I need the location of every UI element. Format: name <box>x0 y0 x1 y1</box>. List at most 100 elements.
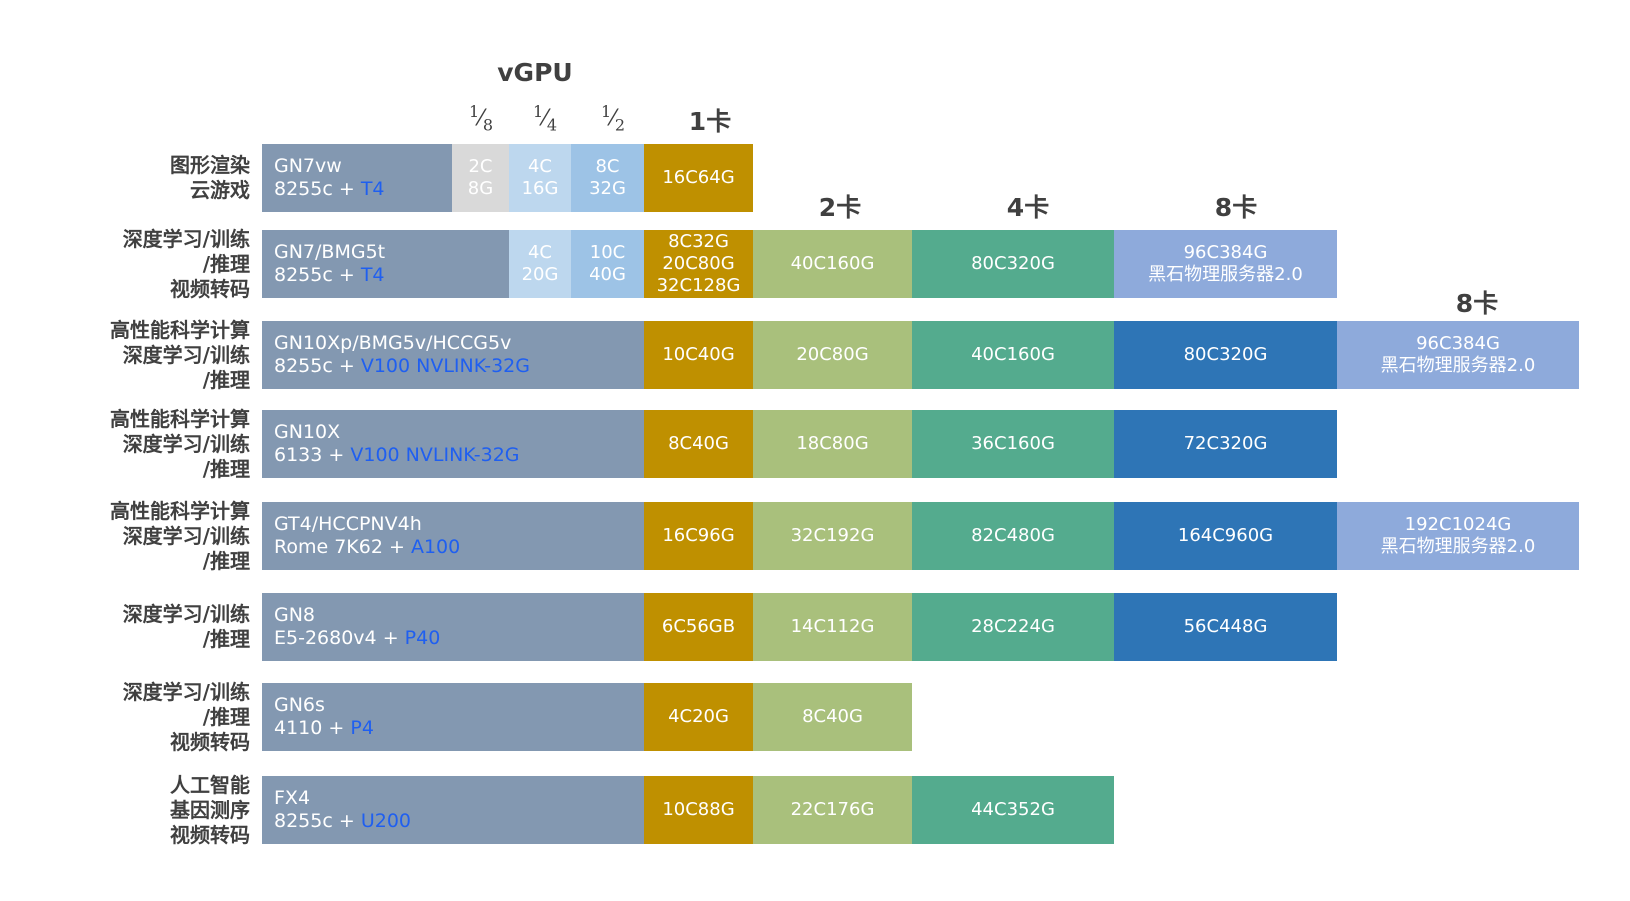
cell-value: 8C40G <box>668 433 729 454</box>
card2-header: 2卡 <box>818 193 862 222</box>
model-name: GN7vw <box>274 155 342 177</box>
plus-sign: + <box>338 264 355 286</box>
row-label-line: /推理 <box>202 627 250 651</box>
card2-cell: 14C112G <box>753 593 912 661</box>
fraction-1-4-num: 1 <box>532 102 544 121</box>
cell-value: 黑石物理服务器2.0 <box>1380 536 1536 557</box>
card8-cell: 164C960G <box>1114 502 1337 570</box>
card1-cell: 4C20G <box>644 683 753 751</box>
cpu-name: 8255c <box>274 178 333 200</box>
cell-value: 4C <box>527 242 553 263</box>
cpu-name: 8255c <box>274 264 333 286</box>
row-label-line: /推理 <box>202 367 250 392</box>
card2-cell: 18C80G <box>753 410 912 478</box>
gpu-name: V100 NVLINK-32G <box>360 355 530 377</box>
fraction-1-2-num: 1 <box>600 102 612 121</box>
card4-cell: 36C160G <box>912 410 1114 478</box>
cell-value: 96C384G <box>1416 333 1500 354</box>
row-label-line: 高性能科学计算 <box>110 317 250 342</box>
cell-value: 10C40G <box>662 344 735 365</box>
row-label-line: 深度学习/训练 <box>122 602 250 626</box>
cell-value: 164C960G <box>1177 525 1274 546</box>
row-label-line: 图形渲染 <box>170 153 250 177</box>
row-label-line: /推理 <box>202 548 250 573</box>
card2-cell: 20C80G <box>753 321 912 389</box>
card4-cell: 82C480G <box>912 502 1114 570</box>
card1-cell: 10C88G <box>644 776 753 844</box>
row-label-line: 人工智能 <box>170 772 250 797</box>
cell-value: 192C1024G <box>1404 514 1512 535</box>
model-cell: GN10Xp/BMG5v/HCCG5v 8255c + V100 NVLINK-3… <box>262 321 650 389</box>
vgpu-header: vGPU <box>497 58 573 87</box>
model-spec: Rome 7K62 + A100 <box>274 536 460 559</box>
row-label: 深度学习/训练/推理 <box>60 587 250 667</box>
cell-value: 96C384G <box>1183 242 1268 263</box>
card8-cell: 80C320G <box>1114 321 1337 389</box>
card1-cell: 8C40G <box>644 410 753 478</box>
cell-value: 20C80G <box>662 253 735 274</box>
cell-value: 32C192G <box>790 525 875 546</box>
row-label-line: 深度学习/训练 <box>122 226 250 251</box>
plus-sign: + <box>328 717 345 739</box>
row-label: 高性能科学计算 深度学习/训练/推理 <box>60 496 250 576</box>
cell-value: 36C160G <box>971 433 1055 454</box>
gpu-name: U200 <box>360 810 411 832</box>
cell-value: 72C320G <box>1183 433 1268 454</box>
model-spec: 8255c + V100 NVLINK-32G <box>274 355 530 378</box>
cell-value: 80C320G <box>971 253 1055 274</box>
model-cell: GN8 E5-2680v4 + P40 <box>262 593 650 661</box>
card8-header: 8卡 <box>1214 193 1258 222</box>
vgpu-1-8-cell: 2C 8G <box>452 144 509 212</box>
cell-value: 4C20G <box>668 706 729 727</box>
row-label-line: 深度学习/训练 <box>122 342 250 367</box>
cell-value: 18C80G <box>796 433 869 454</box>
card1-cell: 6C56GB <box>644 593 753 661</box>
cell-value: 40G <box>589 264 626 285</box>
cell-value: 10C88G <box>662 799 735 820</box>
fraction-1-8: 1⁄8 <box>468 102 494 135</box>
row-label: 深度学习/训练/推理 视频转码 <box>60 677 250 757</box>
fraction-1-4: 1⁄4 <box>532 102 558 135</box>
gpu-name: A100 <box>410 536 461 558</box>
row-label-line: /推理 <box>202 456 250 481</box>
cell-value: 56C448G <box>1183 616 1268 637</box>
card1-cell: 8C32G 20C80G 32C128G <box>644 230 753 298</box>
cell-value: 44C352G <box>971 799 1055 820</box>
row-label-line: 深度学习/训练 <box>122 679 250 704</box>
card2-cell: 22C176G <box>753 776 912 844</box>
model-name: GT4/HCCPNV4h <box>274 513 422 535</box>
cell-value: 4C <box>527 156 553 177</box>
cpu-name: Rome 7K62 <box>274 536 383 558</box>
cell-value: 16C96G <box>662 525 735 546</box>
row-label-line: 云游戏 <box>190 178 250 202</box>
model-cell: GT4/HCCPNV4h Rome 7K62 + A100 <box>262 502 650 570</box>
fraction-1-4-den: 4 <box>546 115 558 135</box>
cell-value: 82C480G <box>971 525 1055 546</box>
row-label-line: 视频转码 <box>170 729 250 754</box>
row-label-line: /推理 <box>202 704 250 729</box>
cell-value: 32G <box>589 178 626 199</box>
model-spec: 8255c + T4 <box>274 178 385 201</box>
row-label-line: 深度学习/训练 <box>122 431 250 456</box>
row-label: 深度学习/训练/推理 视频转码 <box>60 224 250 304</box>
model-spec: 6133 + V100 NVLINK-32G <box>274 444 520 467</box>
cell-value: 黑石物理服务器2.0 <box>1148 264 1303 285</box>
cpu-name: 8255c <box>274 355 333 377</box>
cpu-name: 6133 <box>274 444 323 466</box>
cell-value: 14C112G <box>790 616 875 637</box>
gpu-name: T4 <box>360 178 385 200</box>
cpu-name: 8255c <box>274 810 333 832</box>
card4-cell: 28C224G <box>912 593 1114 661</box>
row-label: 高性能科学计算 深度学习/训练/推理 <box>60 404 250 484</box>
plus-sign: + <box>338 810 355 832</box>
card4-cell: 40C160G <box>912 321 1114 389</box>
cell-value: 80C320G <box>1183 344 1268 365</box>
model-name: GN10Xp/BMG5v/HCCG5v <box>274 332 512 354</box>
vgpu-1-4-cell: 4C 20G <box>509 230 571 298</box>
fraction-1-2-den: 2 <box>614 115 626 135</box>
cell-value: 8C <box>595 156 620 177</box>
card1-header: 1卡 <box>688 107 732 136</box>
gpu-name: P40 <box>404 627 441 649</box>
gpu-name: V100 NVLINK-32G <box>350 444 520 466</box>
